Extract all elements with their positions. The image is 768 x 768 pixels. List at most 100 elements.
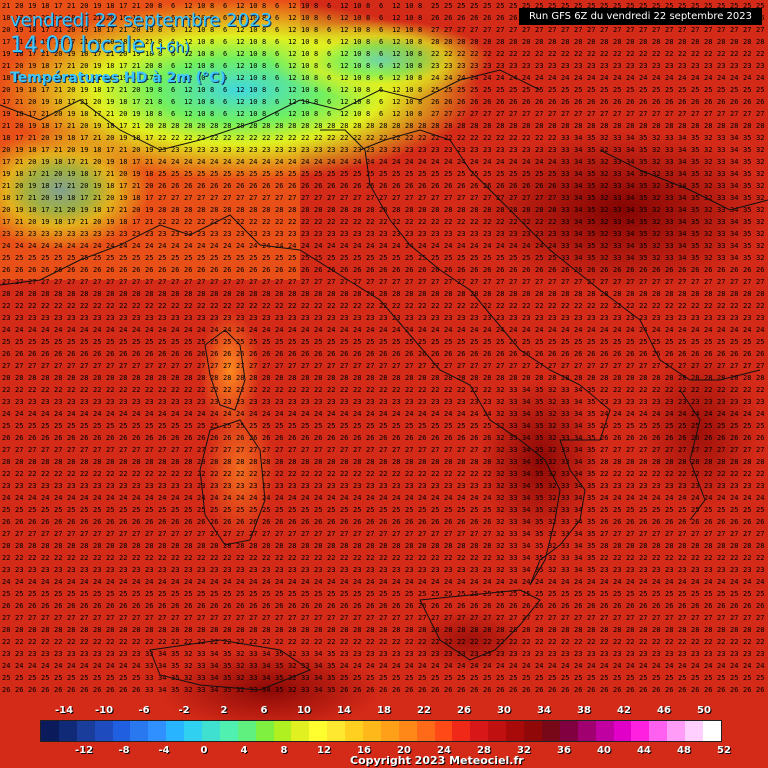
svg-text:28: 28 <box>275 542 283 550</box>
svg-text:23: 23 <box>431 398 439 406</box>
svg-text:28: 28 <box>717 38 725 46</box>
svg-text:26: 26 <box>405 686 413 694</box>
svg-text:23: 23 <box>665 482 673 490</box>
svg-text:24: 24 <box>678 410 686 418</box>
svg-text:26: 26 <box>756 434 764 442</box>
svg-text:26: 26 <box>340 518 348 526</box>
svg-text:26: 26 <box>470 350 478 358</box>
svg-text:25: 25 <box>93 338 101 346</box>
svg-text:27: 27 <box>158 614 166 622</box>
svg-text:24: 24 <box>288 410 296 418</box>
svg-text:26: 26 <box>743 98 751 106</box>
svg-text:18: 18 <box>119 38 127 46</box>
svg-text:28: 28 <box>496 122 504 130</box>
svg-text:27: 27 <box>561 278 569 286</box>
svg-text:26: 26 <box>210 518 218 526</box>
svg-text:27: 27 <box>54 446 62 454</box>
svg-text:23: 23 <box>405 566 413 574</box>
svg-text:24: 24 <box>600 662 608 670</box>
svg-text:27: 27 <box>405 278 413 286</box>
svg-text:28: 28 <box>379 122 387 130</box>
svg-text:27: 27 <box>743 362 751 370</box>
svg-text:35: 35 <box>587 182 595 190</box>
svg-text:22: 22 <box>67 554 75 562</box>
svg-text:22: 22 <box>41 302 49 310</box>
svg-text:24: 24 <box>158 326 166 334</box>
svg-text:28: 28 <box>314 206 322 214</box>
svg-text:23: 23 <box>717 482 725 490</box>
svg-text:28: 28 <box>392 290 400 298</box>
svg-text:27: 27 <box>470 446 478 454</box>
svg-text:8: 8 <box>262 86 266 94</box>
svg-text:28: 28 <box>665 122 673 130</box>
svg-text:22: 22 <box>743 50 751 58</box>
svg-text:17: 17 <box>80 194 88 202</box>
svg-text:32: 32 <box>548 398 556 406</box>
svg-text:18: 18 <box>41 2 49 10</box>
svg-text:18: 18 <box>54 98 62 106</box>
svg-text:27: 27 <box>327 446 335 454</box>
svg-text:34: 34 <box>262 650 270 658</box>
svg-text:24: 24 <box>340 242 348 250</box>
svg-text:22: 22 <box>665 302 673 310</box>
svg-text:27: 27 <box>15 530 23 538</box>
svg-text:24: 24 <box>54 494 62 502</box>
svg-text:6: 6 <box>223 50 227 58</box>
svg-text:32: 32 <box>756 230 764 238</box>
svg-text:26: 26 <box>431 98 439 106</box>
svg-text:26: 26 <box>184 518 192 526</box>
svg-text:24: 24 <box>184 410 192 418</box>
svg-text:26: 26 <box>457 686 465 694</box>
svg-text:28: 28 <box>15 542 23 550</box>
svg-text:25: 25 <box>119 254 127 262</box>
svg-text:26: 26 <box>2 266 10 274</box>
svg-text:26: 26 <box>691 350 699 358</box>
svg-text:23: 23 <box>704 314 712 322</box>
svg-text:22: 22 <box>119 302 127 310</box>
svg-text:27: 27 <box>392 362 400 370</box>
svg-text:26: 26 <box>145 350 153 358</box>
svg-text:26: 26 <box>717 686 725 694</box>
svg-text:25: 25 <box>197 506 205 514</box>
svg-text:27: 27 <box>28 614 36 622</box>
svg-text:23: 23 <box>132 650 140 658</box>
svg-text:28: 28 <box>587 38 595 46</box>
svg-text:32: 32 <box>236 650 244 658</box>
svg-text:27: 27 <box>535 194 543 202</box>
svg-text:26: 26 <box>691 518 699 526</box>
svg-text:32: 32 <box>288 662 296 670</box>
svg-text:24: 24 <box>717 74 725 82</box>
svg-text:34: 34 <box>522 386 530 394</box>
svg-text:33: 33 <box>665 182 673 190</box>
svg-text:28: 28 <box>249 290 257 298</box>
svg-text:26: 26 <box>730 686 738 694</box>
svg-text:22: 22 <box>2 302 10 310</box>
svg-text:26: 26 <box>119 518 127 526</box>
svg-text:17: 17 <box>145 134 153 142</box>
svg-text:23: 23 <box>132 566 140 574</box>
svg-text:24: 24 <box>15 662 23 670</box>
svg-text:27: 27 <box>262 362 270 370</box>
svg-text:24: 24 <box>691 326 699 334</box>
svg-text:22: 22 <box>288 302 296 310</box>
svg-text:32: 32 <box>704 134 712 142</box>
svg-text:22: 22 <box>197 638 205 646</box>
svg-text:22: 22 <box>93 554 101 562</box>
svg-text:27: 27 <box>730 362 738 370</box>
svg-text:34: 34 <box>574 182 582 190</box>
svg-text:22: 22 <box>2 638 10 646</box>
svg-text:25: 25 <box>665 506 673 514</box>
svg-text:22: 22 <box>353 302 361 310</box>
svg-text:34: 34 <box>574 566 582 574</box>
svg-text:24: 24 <box>236 326 244 334</box>
svg-text:26: 26 <box>353 518 361 526</box>
svg-text:32: 32 <box>184 686 192 694</box>
svg-text:8: 8 <box>314 26 318 34</box>
svg-text:23: 23 <box>54 566 62 574</box>
svg-text:22: 22 <box>405 218 413 226</box>
svg-text:24: 24 <box>28 410 36 418</box>
svg-text:19: 19 <box>80 146 88 154</box>
svg-text:26: 26 <box>54 350 62 358</box>
svg-text:26: 26 <box>132 518 140 526</box>
svg-text:26: 26 <box>405 602 413 610</box>
